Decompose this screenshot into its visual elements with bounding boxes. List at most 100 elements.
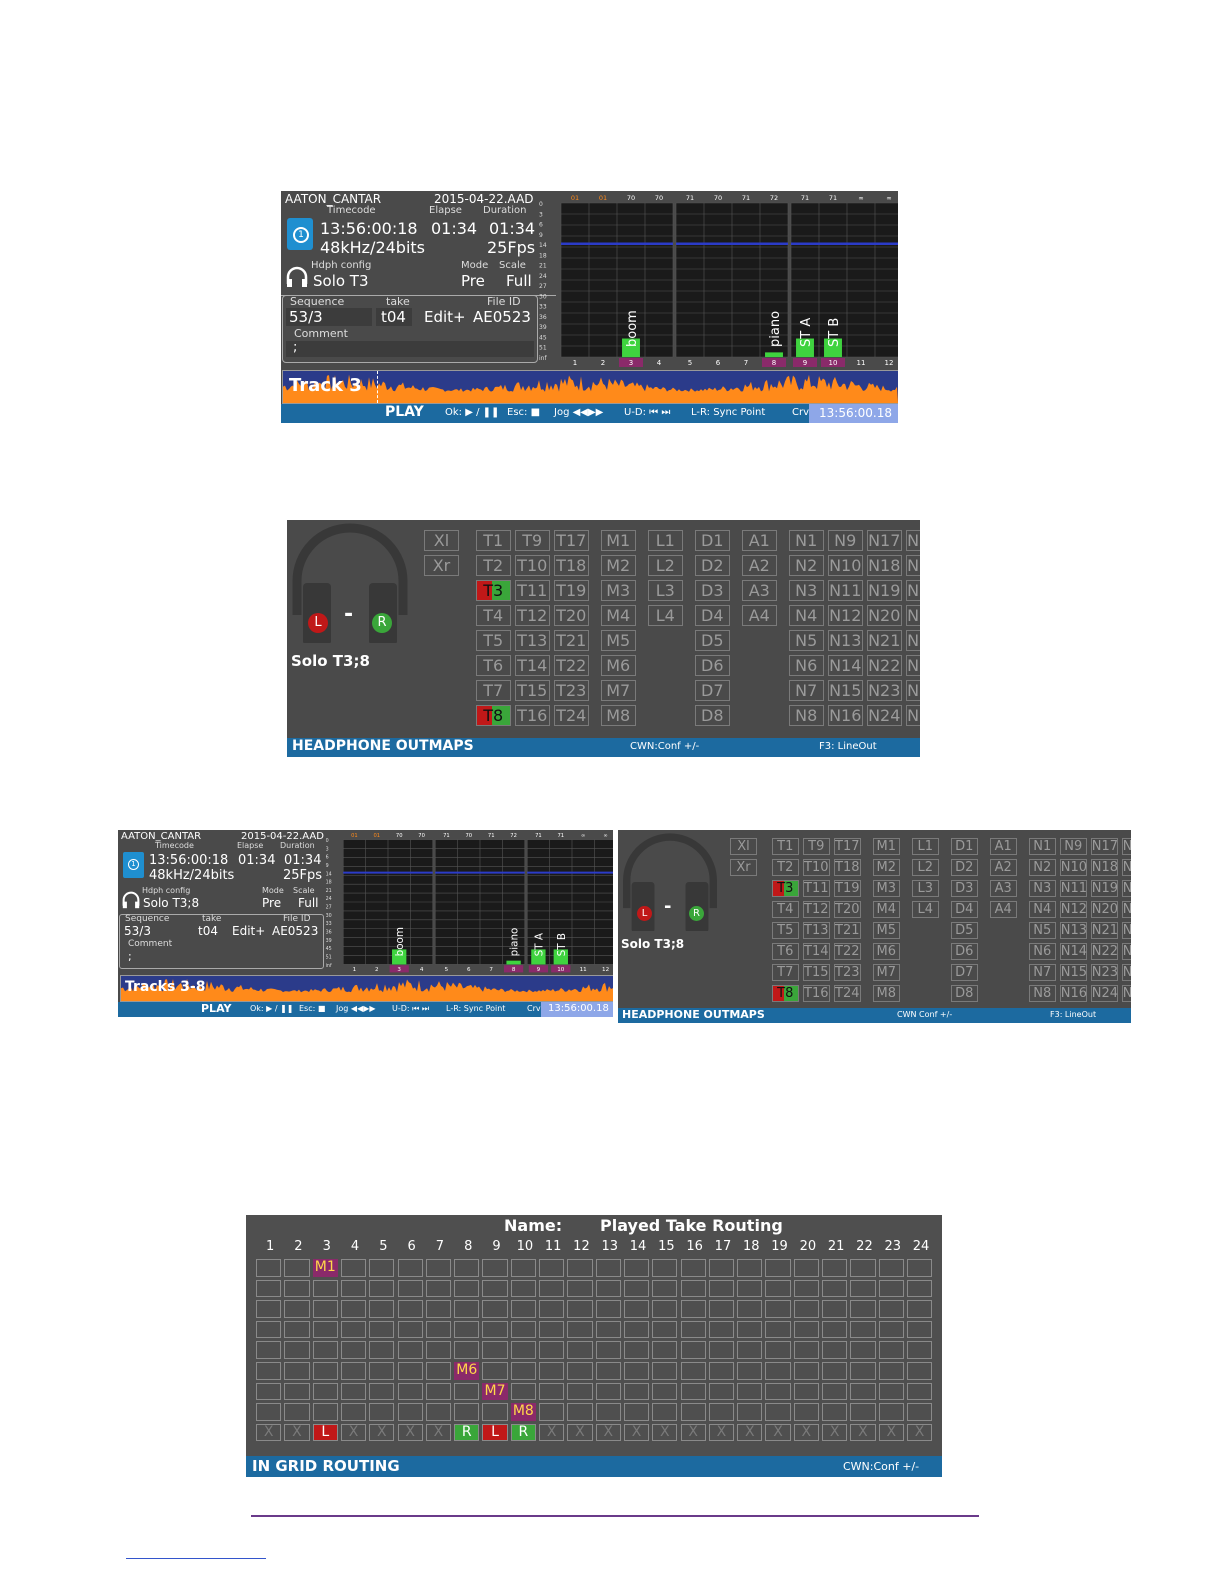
routing-cell[interactable]	[397, 1279, 423, 1298]
output-cell[interactable]: X	[284, 1423, 310, 1442]
routing-cell[interactable]	[793, 1362, 819, 1380]
outmap-cell-n14[interactable]: N14	[827, 655, 863, 676]
routing-cell[interactable]	[312, 1320, 338, 1339]
routing-cell[interactable]	[284, 1382, 310, 1401]
routing-cell[interactable]	[737, 1259, 763, 1277]
channel-number[interactable]: 6	[716, 359, 721, 367]
outmap-cell-n4[interactable]: N4	[1028, 901, 1056, 918]
outmap-cell-n31[interactable]: N31	[905, 680, 920, 701]
outmap-cell-n9[interactable]: N9	[827, 530, 863, 551]
channel-number[interactable]: 3	[629, 359, 633, 367]
outmap-cell-l3[interactable]: L3	[647, 580, 683, 601]
routing-cell[interactable]	[793, 1382, 819, 1401]
routing-cell[interactable]	[652, 1279, 678, 1298]
output-cell[interactable]: X	[878, 1423, 904, 1442]
routing-cell[interactable]	[652, 1341, 678, 1359]
outmap-cell-t16[interactable]: T16	[514, 705, 550, 726]
outmap-cell-n17[interactable]: N17	[1090, 838, 1119, 855]
outmap-cell-m3[interactable]: M3	[872, 880, 900, 897]
track-waveform[interactable]: Tracks 3-8	[120, 975, 613, 1002]
outmap-cell-t10[interactable]: T10	[514, 555, 550, 576]
routing-cell[interactable]	[454, 1341, 480, 1359]
outmap-cell-n6[interactable]: N6	[788, 655, 824, 676]
outmap-cell-t20[interactable]: T20	[553, 605, 589, 626]
channel-number[interactable]: 8	[512, 967, 516, 973]
outmap-cell-n1[interactable]: N1	[1028, 838, 1056, 855]
outmap-cell-a3[interactable]: A3	[989, 880, 1017, 897]
channel-number[interactable]: 2	[375, 967, 379, 973]
outmap-cell-t11[interactable]: T11	[514, 580, 550, 601]
routing-cell[interactable]	[850, 1382, 876, 1401]
outmap-cell-n9[interactable]: N9	[1059, 838, 1087, 855]
outmap-cell-n2[interactable]: N2	[788, 555, 824, 576]
outmap-cell-m6[interactable]: M6	[872, 943, 900, 960]
outmap-cell-m5[interactable]: M5	[872, 922, 900, 939]
outmap-cell-n21[interactable]: N21	[866, 630, 902, 651]
routing-cell[interactable]	[850, 1320, 876, 1339]
outmap-cell-m1[interactable]: M1	[600, 530, 636, 551]
routing-cell[interactable]	[482, 1362, 508, 1380]
outmap-cell-n16[interactable]: N16	[1059, 985, 1088, 1002]
routing-cell[interactable]	[312, 1279, 338, 1298]
outmap-cell-m2[interactable]: M2	[600, 555, 636, 576]
channel-number[interactable]: 8	[772, 359, 776, 367]
routing-cell[interactable]	[737, 1382, 763, 1401]
outmap-cell-n10[interactable]: N10	[1059, 859, 1088, 876]
routing-cell[interactable]	[454, 1382, 480, 1401]
routing-cell[interactable]	[680, 1341, 706, 1359]
routing-cell[interactable]	[878, 1279, 904, 1298]
routing-cell[interactable]	[340, 1320, 367, 1339]
outmap-cell-n11[interactable]: N11	[1059, 880, 1088, 897]
outmap-cell-t19[interactable]: T19	[553, 580, 589, 601]
routing-cell[interactable]	[822, 1279, 848, 1298]
outmap-cell-l2[interactable]: L2	[911, 859, 939, 876]
outmap-cell-t24[interactable]: T24	[553, 705, 589, 726]
channel-number[interactable]: 5	[445, 967, 449, 973]
outmap-cell-n31[interactable]: N31	[1121, 964, 1131, 981]
routing-cell[interactable]	[623, 1403, 650, 1421]
routing-cell[interactable]	[369, 1279, 395, 1298]
routing-assignment[interactable]: M8	[510, 1403, 536, 1421]
outmap-cell-t22[interactable]: T22	[833, 943, 861, 960]
channel-number[interactable]: 9	[537, 967, 541, 973]
routing-cell[interactable]	[878, 1259, 904, 1277]
routing-cell[interactable]	[623, 1259, 650, 1277]
routing-cell[interactable]	[623, 1320, 650, 1339]
outmap-cell-n28[interactable]: N28	[905, 605, 920, 626]
outmap-cell-t14[interactable]: T14	[802, 943, 830, 960]
routing-assignment[interactable]: M7	[482, 1382, 508, 1401]
routing-cell[interactable]	[312, 1341, 338, 1359]
output-cell[interactable]: X	[256, 1423, 282, 1442]
outmap-cell-t2[interactable]: T2	[771, 859, 799, 876]
outmap-cell-n4[interactable]: N4	[788, 605, 824, 626]
channel-number[interactable]: 1	[353, 967, 357, 973]
routing-cell[interactable]	[482, 1279, 508, 1298]
routing-cell[interactable]	[850, 1259, 876, 1277]
footer-link-underline[interactable]	[126, 1558, 266, 1559]
outmap-cell-n3[interactable]: N3	[788, 580, 824, 601]
output-cell[interactable]: X	[737, 1423, 763, 1442]
routing-cell[interactable]	[567, 1341, 593, 1359]
routing-cell[interactable]	[765, 1403, 791, 1421]
outmap-cell-l4[interactable]: L4	[911, 901, 939, 918]
outmap-cell-n20[interactable]: N20	[1090, 901, 1119, 918]
routing-cell[interactable]	[567, 1279, 593, 1298]
routing-cell[interactable]	[425, 1300, 452, 1318]
routing-cell[interactable]	[906, 1300, 933, 1318]
output-cell[interactable]: X	[425, 1423, 452, 1442]
outmap-cell-t12[interactable]: T12	[514, 605, 550, 626]
routing-cell[interactable]	[397, 1403, 423, 1421]
channel-number[interactable]: 12	[602, 967, 609, 973]
channel-number[interactable]: 6	[467, 967, 471, 973]
outmap-cell-t17[interactable]: T17	[833, 838, 861, 855]
outmap-cell-t23[interactable]: T23	[833, 964, 861, 981]
routing-cell[interactable]	[595, 1259, 621, 1277]
routing-cell[interactable]	[539, 1403, 565, 1421]
outmap-cell-l1[interactable]: L1	[911, 838, 939, 855]
outmap-cell-d5[interactable]: D5	[950, 922, 978, 939]
routing-cell[interactable]	[482, 1320, 508, 1339]
routing-cell[interactable]	[284, 1300, 310, 1318]
routing-cell[interactable]	[425, 1320, 452, 1339]
outmap-cell-n19[interactable]: N19	[1090, 880, 1119, 897]
routing-cell[interactable]	[765, 1300, 791, 1318]
